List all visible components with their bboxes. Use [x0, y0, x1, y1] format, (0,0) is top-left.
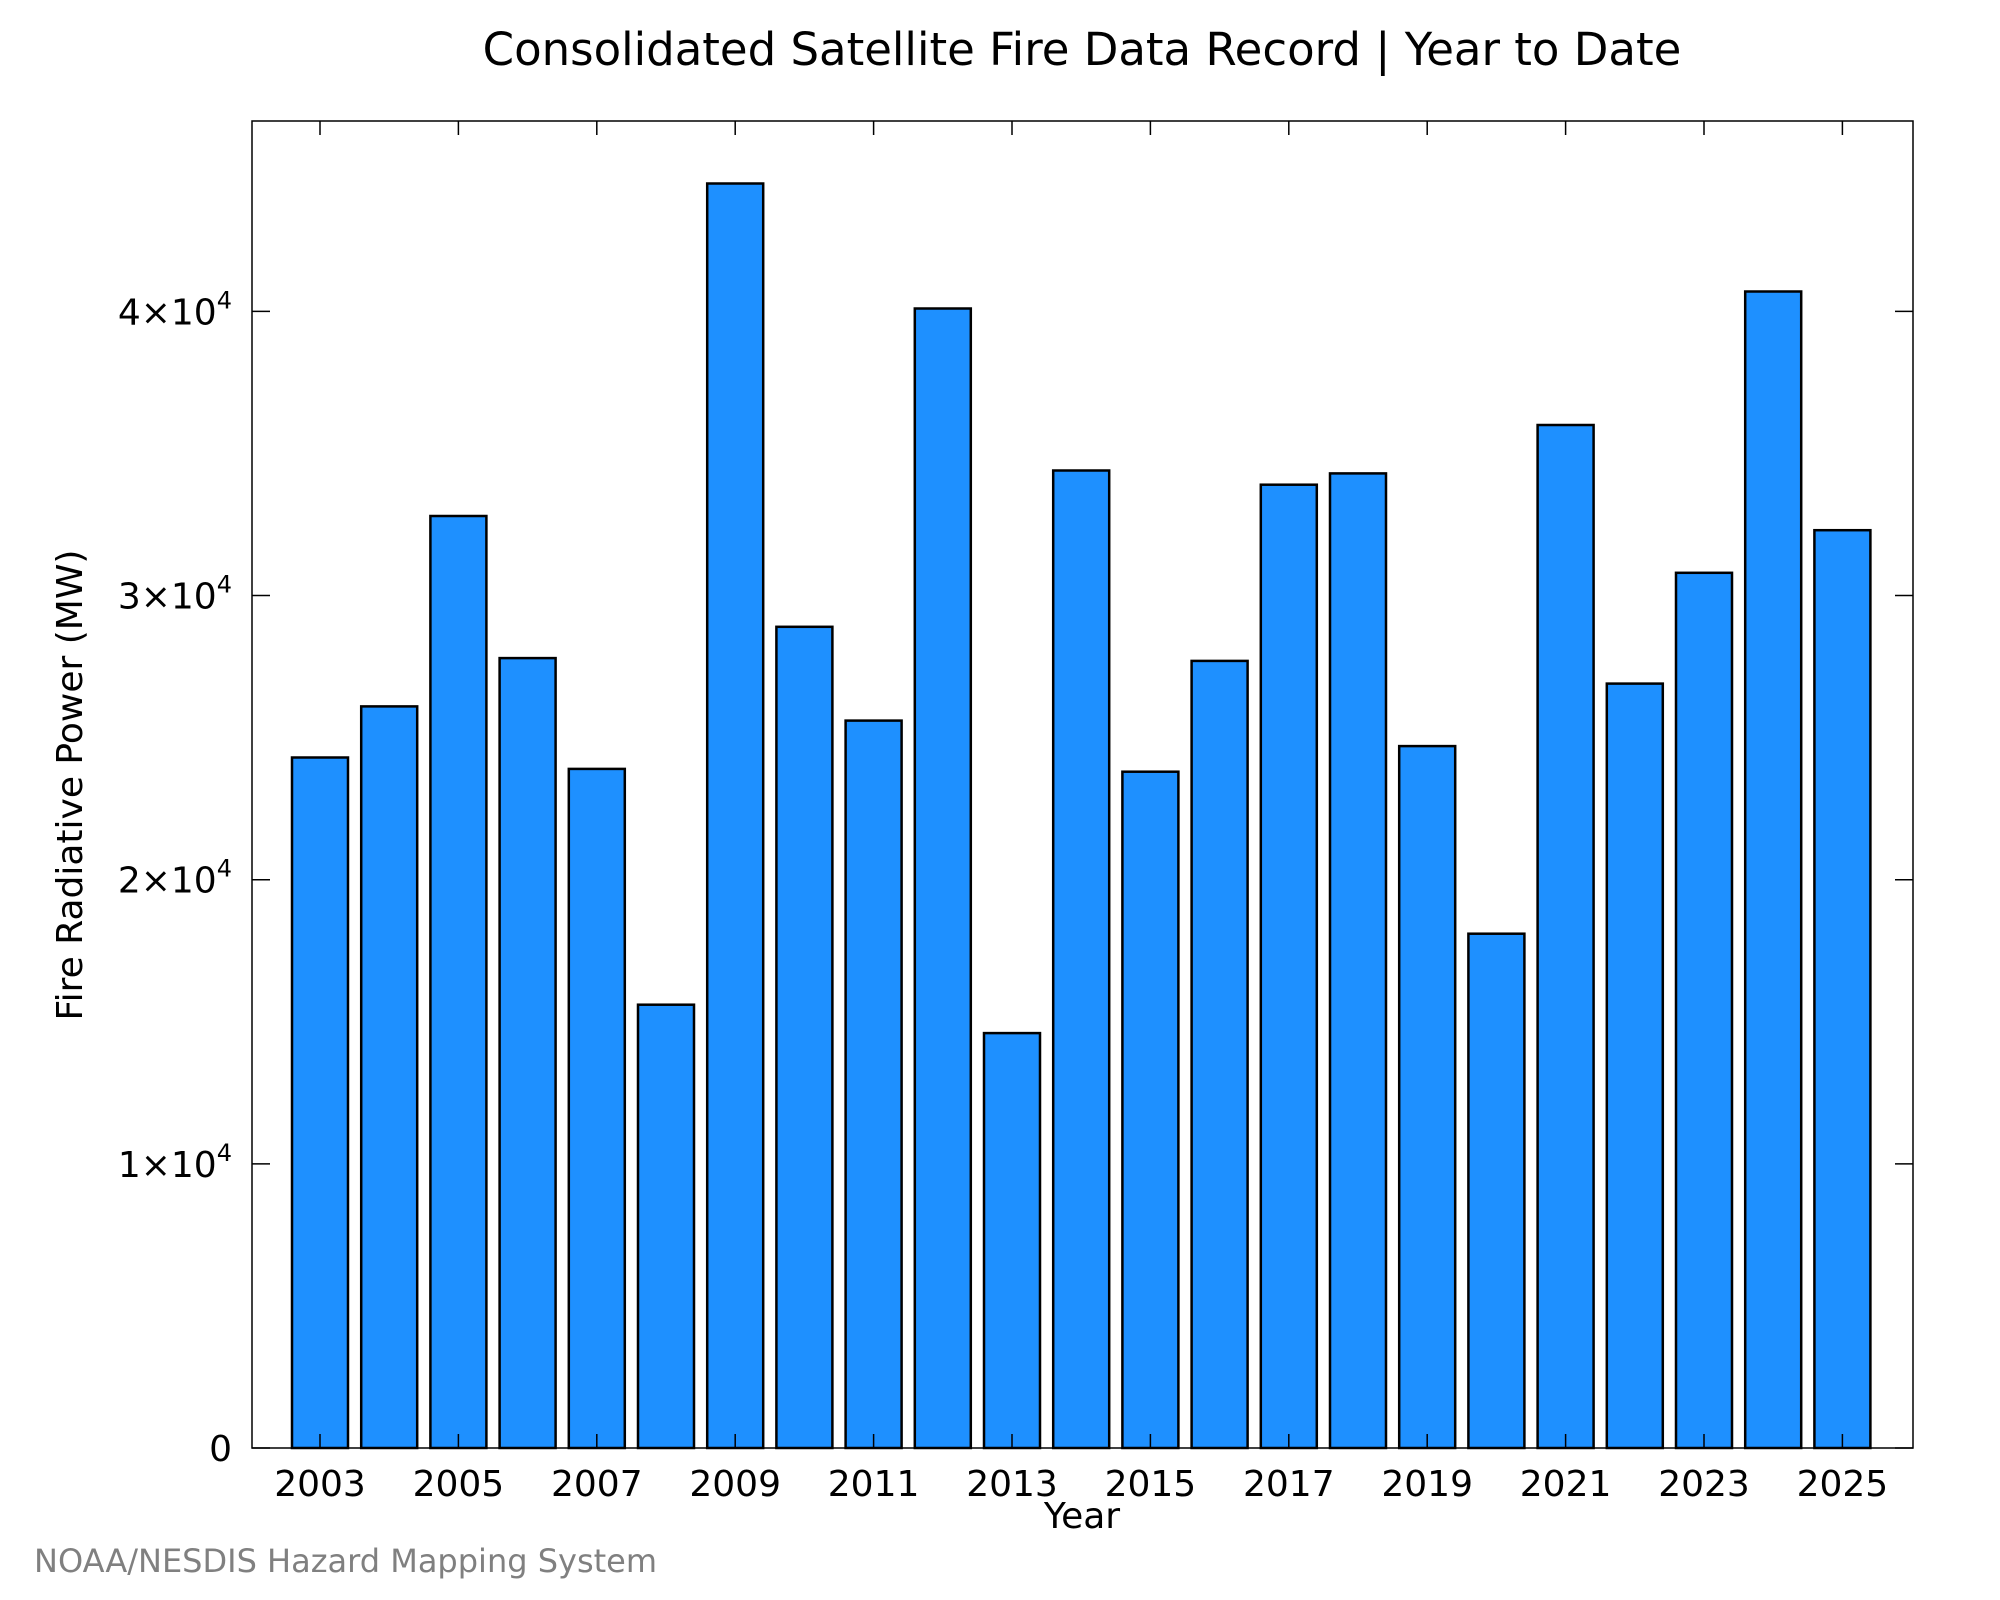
- x-tick-label: 2023: [1658, 1464, 1750, 1505]
- x-axis-title: Year: [1043, 1496, 1120, 1537]
- bars: [290, 182, 1872, 1450]
- x-tick-label: 2011: [828, 1464, 920, 1505]
- y-axis-title: Fire Radiative Power (MW): [50, 550, 91, 1021]
- bar-2017: [1259, 483, 1319, 1450]
- x-tick-label: 2019: [1381, 1464, 1473, 1505]
- x-axis-ticks: 2003 2005 2007 2009 2011 2013 2015 2017 2019 2021…: [274, 121, 1888, 1505]
- y-axis-ticks: 0 1×104 2×104 3×104 4×104: [118, 286, 1913, 1470]
- x-tick-label: 2007: [551, 1464, 643, 1505]
- credit-text: NOAA/NESDIS Hazard Mapping System: [34, 1542, 657, 1580]
- x-tick-label: 2013: [966, 1464, 1058, 1505]
- bar-2013: [982, 1031, 1042, 1450]
- bar-2004: [359, 705, 419, 1450]
- y-tick-label: 1×104: [118, 1139, 232, 1186]
- bar-2009: [705, 182, 765, 1450]
- bar-2015: [1121, 770, 1180, 1450]
- bar-2020: [1467, 932, 1526, 1450]
- bar-2005: [429, 514, 488, 1450]
- bar-2025: [1813, 528, 1872, 1450]
- bar-2021: [1536, 423, 1595, 1450]
- y-tick-label: 0: [209, 1429, 232, 1470]
- bar-2014: [1051, 469, 1111, 1450]
- x-tick-label: 2017: [1243, 1464, 1335, 1505]
- bar-2024: [1743, 290, 1803, 1450]
- bar-2023: [1674, 571, 1734, 1450]
- y-tick-label: 4×104: [118, 286, 232, 333]
- x-tick-label: 2021: [1520, 1464, 1612, 1505]
- bar-2011: [844, 719, 903, 1450]
- bar-2010: [775, 625, 834, 1450]
- bar-2012: [913, 307, 973, 1450]
- bar-2008: [636, 1003, 696, 1450]
- bar-2006: [498, 656, 557, 1450]
- y-tick-label: 3×104: [118, 571, 232, 618]
- bar-2016: [1190, 659, 1249, 1450]
- y-tick-label: 2×104: [118, 855, 232, 902]
- x-tick-label: 2015: [1105, 1464, 1197, 1505]
- x-tick-label: 2009: [689, 1464, 781, 1505]
- bar-2007: [567, 767, 627, 1450]
- x-tick-label: 2003: [274, 1464, 366, 1505]
- bar-2018: [1328, 472, 1388, 1450]
- bar-2003: [290, 756, 350, 1450]
- x-tick-label: 2005: [413, 1464, 505, 1505]
- chart-title: Consolidated Satellite Fire Data Record …: [483, 23, 1682, 76]
- bar-2022: [1605, 682, 1665, 1450]
- x-tick-label: 2025: [1797, 1464, 1889, 1505]
- bar-2019: [1397, 744, 1457, 1450]
